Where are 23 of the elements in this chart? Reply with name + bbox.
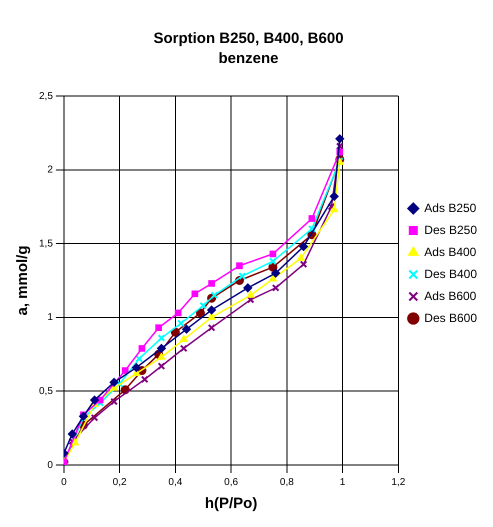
x-tick-label: 0,2 [112,476,128,488]
legend-label: Ads B250 [424,200,477,215]
legend-label: Ads B400 [424,244,477,259]
legend-label: Des B400 [424,266,478,281]
x-tick-label: 0,8 [280,476,294,488]
x-tick-label: 1,2 [391,476,406,488]
chart-subtitle: benzene [218,50,279,68]
x-axis-title: h(P/Po) [204,495,258,512]
x-tick-label: 0 [61,476,68,488]
y-tick-label: 1 [47,312,54,324]
chart-title: Sorption B250, B400, B600 [153,30,344,48]
x-tick-label: 0,4 [168,476,183,488]
y-tick-label: 1,5 [38,238,54,250]
y-axis-title: a, mmol/g [14,245,32,316]
y-tick-label: 2,5 [38,90,54,102]
y-tick-label: 0,5 [38,386,54,397]
legend-label: Des B600 [424,310,478,325]
y-tick-label: 2 [47,164,54,176]
x-tick-label: 0,6 [224,476,238,488]
x-tick-label: 1 [340,476,346,488]
legend-label: Des B250 [424,222,478,237]
legend-label: Ads B600 [424,288,477,303]
y-tick-label: 0 [47,460,54,471]
